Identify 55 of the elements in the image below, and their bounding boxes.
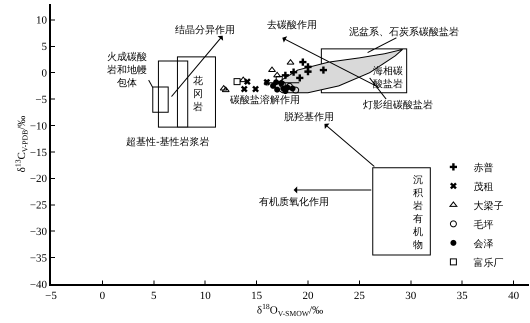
x-axis-title: δ$^{18}$O$_{V-SMOW}$/‰ — [256, 302, 324, 318]
x-tick-label: 25 — [354, 290, 366, 302]
annotation: 碳酸盐溶解作用 — [229, 94, 300, 106]
legend-label: 茂租 — [473, 180, 494, 193]
point — [286, 59, 294, 65]
legend-label: 毛坪 — [473, 218, 494, 231]
point — [252, 86, 259, 92]
y-tick-label: −10 — [30, 120, 48, 132]
y-tick-label: −25 — [30, 200, 48, 212]
legend-label: 大梁子 — [473, 200, 504, 212]
annotation: 脱羟基作用 — [284, 111, 334, 123]
point — [304, 68, 312, 76]
x-tick-label: 30 — [405, 290, 417, 302]
point — [299, 58, 306, 66]
point — [270, 82, 276, 89]
point — [273, 72, 282, 78]
x-tick-label: 0 — [100, 290, 106, 302]
point — [274, 86, 280, 93]
y-tick-label: −30 — [30, 226, 48, 238]
point — [296, 74, 304, 82]
annotation: 超基性-基性岩浆岩 — [126, 136, 210, 148]
y-tick-label: 0 — [42, 68, 48, 80]
annotation: 有机质氧化作用 — [259, 196, 329, 208]
point — [290, 68, 298, 76]
annotation: 泥盆系、石炭系碳酸盐岩 — [349, 26, 459, 38]
x-tick-label: 35 — [456, 290, 468, 302]
annotation: 花冈岩 — [193, 75, 203, 113]
x-tick-label: 40 — [508, 290, 520, 302]
annotation: 去碳酸作用 — [267, 19, 317, 31]
point — [320, 66, 328, 74]
annotation: 沉积岩有机物 — [413, 174, 423, 251]
x-tick-label: 20 — [302, 290, 314, 302]
x-tick-label: 10 — [200, 290, 212, 302]
point — [282, 72, 289, 79]
y-tick-label: −20 — [30, 173, 48, 186]
annotation: 灯影组碳酸盐岩 — [363, 99, 433, 111]
point — [268, 66, 276, 72]
legend-label: 赤普 — [473, 162, 494, 174]
x-tick-label: 5 — [151, 290, 158, 302]
point — [290, 86, 296, 92]
y-tick-label: −15 — [30, 146, 48, 159]
y-tick-label: 10 — [36, 14, 48, 27]
legend-label: 富乐厂 — [473, 256, 504, 269]
annotation: 火成碳酸岩和地幔包体 — [107, 51, 147, 89]
x-tick-label: 15 — [251, 290, 263, 302]
y-tick-label: 5 — [42, 41, 48, 54]
y-tick-label: −35 — [30, 252, 48, 264]
point — [240, 86, 248, 92]
point — [222, 86, 230, 92]
y-tick-label: −40 — [30, 278, 48, 291]
point — [234, 78, 241, 86]
legend-label: 会泽 — [473, 238, 494, 250]
annotation: 结晶分异作用 — [175, 24, 235, 36]
y-tick-label: −5 — [35, 94, 48, 106]
point — [220, 85, 228, 91]
